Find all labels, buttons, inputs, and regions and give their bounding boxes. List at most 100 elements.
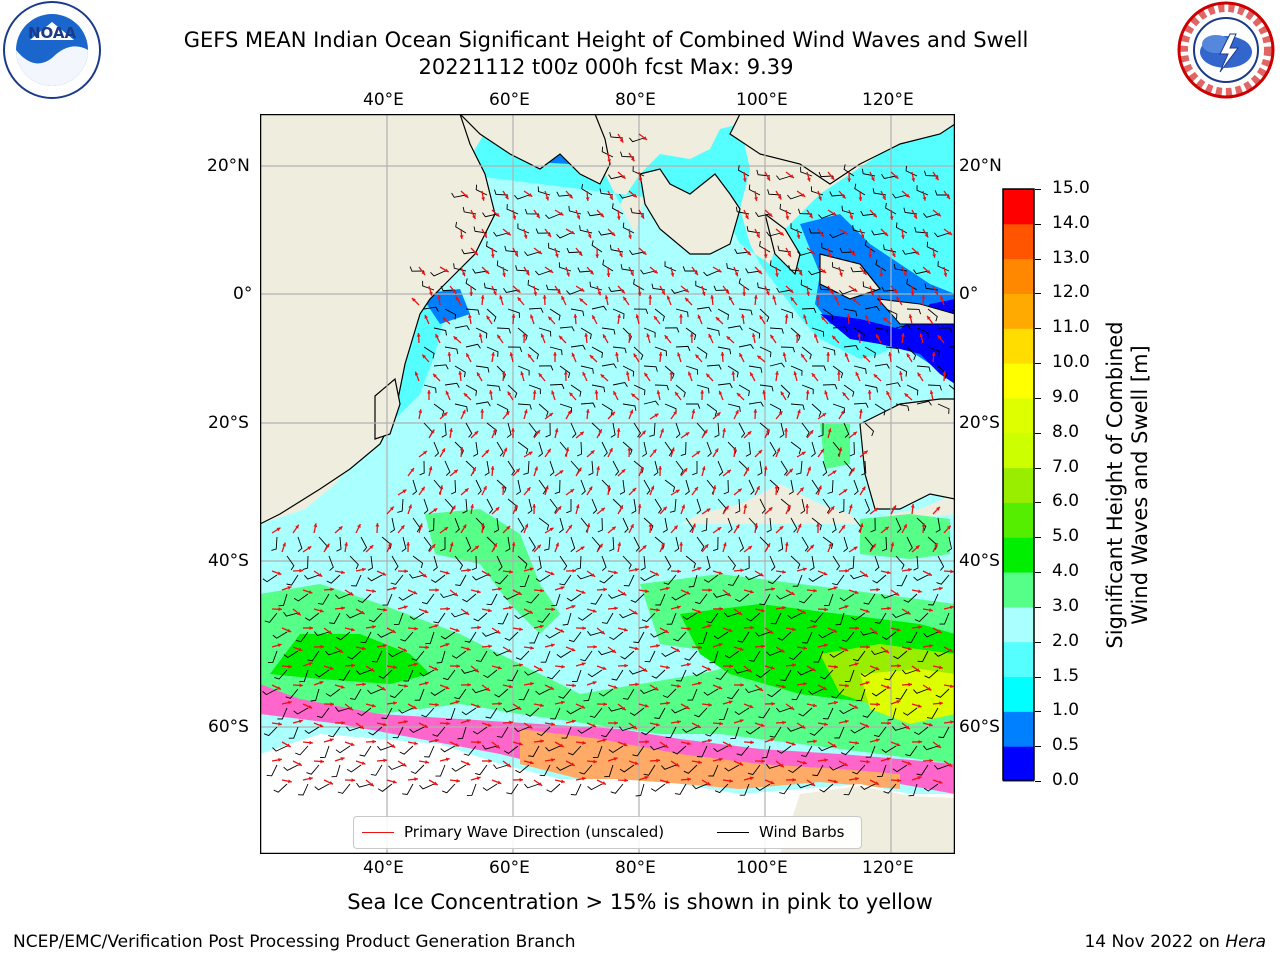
colorbar-tick-label: 9.0: [1052, 386, 1080, 407]
wave-arrow-head: [692, 523, 696, 528]
wave-arrow-head: [387, 542, 392, 547]
wind-barb: [451, 612, 467, 618]
wind-barb: [619, 764, 635, 773]
wind-barb: [629, 669, 645, 675]
wave-arrow-head: [507, 391, 512, 396]
wind-barb: [528, 745, 540, 757]
wind-barb: [538, 327, 552, 337]
wind-barb: [506, 422, 512, 438]
wave-arrow-head: [822, 413, 827, 417]
wind-barb: [822, 460, 828, 476]
wind-barb: [518, 688, 530, 701]
wave-arrow-head: [688, 371, 692, 376]
wind-barb: [612, 460, 620, 476]
wind-barb: [808, 270, 824, 276]
wave-arrow-head: [474, 251, 478, 256]
wind-barb: [738, 308, 753, 316]
wave-arrow-head: [774, 485, 779, 489]
wave-arrow-head: [805, 390, 810, 394]
wind-barb: [701, 517, 708, 532]
wave-arrow-head: [559, 470, 564, 474]
wind-barb: [738, 343, 754, 349]
wind-barb: [338, 669, 351, 681]
wave-arrow-head: [750, 625, 754, 630]
wind-barb: [801, 307, 817, 314]
sea-ice-interior: [520, 729, 900, 789]
wind-barb: [349, 688, 362, 700]
wind-barb: [745, 726, 761, 735]
wind-barb: [335, 745, 351, 754]
wind-barb: [580, 365, 594, 374]
wind-barb: [683, 764, 698, 774]
wave-arrow-head: [710, 295, 715, 299]
wave-arrow-head: [360, 725, 365, 729]
wave-arrow-head: [330, 702, 334, 706]
wind-barb: [576, 441, 583, 457]
wind-barb: [947, 536, 953, 552]
wave-arrow-head: [623, 627, 628, 632]
wind-barb: [650, 631, 666, 638]
wave-arrow-head: [876, 334, 880, 339]
wind-barb: [633, 308, 649, 315]
wave-arrow-head: [592, 681, 597, 685]
wind-barb: [766, 764, 782, 769]
wave-arrow-head: [505, 411, 510, 416]
wave-arrow-head: [619, 138, 624, 143]
wave-arrow-head: [886, 570, 891, 575]
wind-barb: [717, 460, 724, 476]
wave-arrow-head: [435, 702, 439, 707]
colorbar-tick-label: 11.0: [1052, 317, 1090, 338]
wave-arrow-head: [431, 544, 436, 549]
wave-arrow-head: [644, 372, 648, 377]
wind-barb: [504, 631, 519, 641]
wind-barb: [419, 783, 435, 790]
wave-arrow-head: [445, 685, 450, 690]
wind-barb: [283, 611, 299, 617]
wave-arrow-head: [540, 703, 544, 708]
wave-arrow-head: [581, 705, 586, 709]
wave-arrow-head: [896, 742, 901, 747]
wind-barb: [903, 207, 918, 215]
wave-arrow-head: [594, 390, 599, 394]
wind-barb: [608, 286, 624, 292]
wave-arrow-head: [671, 447, 675, 452]
wave-arrow-head: [298, 719, 303, 724]
wave-arrow-head: [519, 663, 523, 667]
wind-barb: [369, 612, 383, 623]
wind-barb: [524, 251, 540, 257]
wave-arrow-head: [827, 428, 832, 433]
wind-barb: [747, 764, 761, 776]
wind-barb: [776, 707, 792, 713]
wave-arrow-head: [734, 272, 739, 277]
wave-arrow-head: [619, 253, 623, 258]
australia-west-waves: [860, 514, 950, 559]
wind-barb: [895, 222, 908, 234]
wave-arrow-head: [832, 743, 837, 748]
wind-barb: [874, 327, 889, 335]
colorbar-segment: [1003, 258, 1034, 294]
wind-barb: [746, 612, 761, 622]
wave-arrow-head: [632, 487, 637, 492]
wave-arrow-head: [940, 295, 944, 300]
wave-arrow-head: [476, 704, 481, 708]
colorbar-tick-mark: [1035, 502, 1041, 504]
wave-arrow-head: [508, 684, 513, 689]
wind-barb: [601, 363, 617, 369]
wind-barb: [706, 327, 720, 336]
wave-arrow-head: [348, 706, 353, 711]
wave-arrow-head: [286, 743, 291, 747]
wind-barb: [457, 726, 467, 740]
wind-barb: [937, 261, 950, 272]
wave-arrow-head: [801, 193, 806, 197]
wave-arrow-head: [827, 253, 832, 258]
wind-barb: [885, 382, 901, 388]
wind-barb: [850, 612, 866, 621]
wind-barb: [371, 650, 383, 663]
wind-barb: [398, 707, 414, 714]
wave-arrow-head: [766, 543, 770, 548]
wave-arrow-head: [614, 606, 618, 611]
wave-arrow-head: [828, 542, 833, 547]
colorbar-segment: [1003, 537, 1034, 573]
wind-barb: [482, 212, 498, 218]
wind-barb: [444, 308, 457, 320]
